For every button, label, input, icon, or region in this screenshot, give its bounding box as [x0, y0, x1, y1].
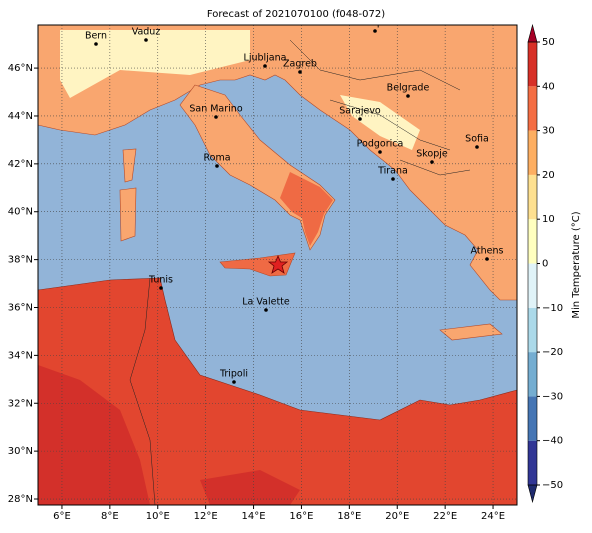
colorbar-band [528, 307, 537, 353]
city-dot [378, 150, 382, 154]
city-label: La Valette [242, 297, 290, 308]
title: Forecast of 2021070100 (f048-072) [207, 9, 385, 20]
y-tick-label: 46°N [8, 63, 33, 74]
colorbar-tick-label: 50 [542, 37, 555, 48]
land-crete [439, 323, 503, 341]
x-tick-label: 22°E [433, 511, 457, 522]
y-tick-label: 32°N [8, 398, 33, 409]
city-label: Athens [471, 246, 504, 257]
colorbar-band [528, 86, 537, 131]
x-tick-label: 20°E [385, 511, 409, 522]
map-frame [37, 24, 518, 506]
colorbar-band [528, 263, 537, 308]
land-italy-hot [280, 172, 333, 246]
city-label: Sarajevo [339, 106, 381, 117]
colorbar-extend-top [527, 23, 538, 43]
city-dot [391, 177, 395, 181]
colorbar-band [528, 42, 537, 87]
city-dot [373, 29, 377, 33]
city-label: Podgorica [357, 139, 404, 150]
x-tick-label: 18°E [337, 511, 361, 522]
land-europe [38, 25, 517, 301]
city-label: Roma [203, 153, 230, 164]
colorbar-tick-label: −40 [542, 436, 563, 447]
land-corsica [122, 148, 137, 183]
colorbar-tick-label: 20 [542, 170, 555, 181]
cool-alps [60, 30, 250, 98]
colorbar-band [528, 174, 537, 220]
city-dot [298, 70, 302, 74]
colorbar-tick-label: −50 [542, 480, 563, 491]
x-tick-label: 12°E [194, 511, 218, 522]
y-tick-label: 42°N [8, 159, 33, 170]
colorbar-band [528, 440, 537, 485]
x-tick-label: 8°E [101, 511, 119, 522]
colorbar-band [528, 352, 537, 397]
city-label: Ljubljana [244, 53, 287, 64]
city-dot [430, 160, 434, 164]
y-tick-label: 30°N [8, 446, 33, 457]
x-tick-label: 16°E [289, 511, 313, 522]
city-label: Budapest [353, 18, 398, 29]
city-dot [159, 286, 163, 290]
colorbar-tick-label: −30 [542, 391, 563, 402]
city-label: Skopje [416, 149, 448, 160]
city-dot [264, 308, 268, 312]
y-tick-label: 34°N [8, 350, 33, 361]
y-tick-label: 38°N [8, 255, 33, 266]
city-dot [144, 38, 148, 42]
colorbar-tick-label: 10 [542, 214, 555, 225]
colorbar-band [528, 130, 537, 175]
city-label: Vaduz [132, 27, 161, 38]
colorbar-tick-label: −10 [542, 303, 563, 314]
land-sardinia [119, 187, 137, 242]
city-dot [475, 145, 479, 149]
city-label: Tirana [377, 166, 408, 177]
y-tick-label: 44°N [8, 111, 33, 122]
city-dot [232, 380, 236, 384]
city-dot [485, 257, 489, 261]
colorbar-tick-label: −20 [542, 347, 563, 358]
city-label: San Marino [189, 104, 242, 115]
city-dot [214, 115, 218, 119]
city-label: Belgrade [387, 83, 430, 94]
x-tick-label: 14°E [242, 511, 266, 522]
city-dot [94, 42, 98, 46]
city-label: Bern [85, 31, 107, 42]
y-tick-label: 28°N [8, 494, 33, 505]
y-tick-label: 36°N [8, 302, 33, 313]
city-label: Tripoli [219, 369, 248, 380]
borders [129, 39, 471, 505]
land-africa-hot [38, 365, 300, 505]
colorbar-tick-label: 0 [542, 259, 548, 270]
city-dot [358, 117, 362, 121]
colorbar-label: Min Temperature (°C) [571, 211, 582, 318]
city-dot [406, 94, 410, 98]
city-dot [215, 164, 219, 168]
colorbar-extend-bottom [527, 484, 538, 504]
city-label: Tunis [148, 275, 173, 286]
x-tick-label: 24°E [481, 511, 505, 522]
colorbar-tick-label: 40 [542, 81, 555, 92]
city-dot [263, 64, 267, 68]
x-tick-label: 10°E [146, 511, 170, 522]
colorbar-tick-label: 30 [542, 126, 555, 137]
x-tick-label: 6°E [53, 511, 71, 522]
colorbar-band [528, 396, 537, 441]
y-tick-label: 40°N [8, 207, 33, 218]
city-label: Sofia [465, 134, 489, 145]
colorbar-band [528, 219, 537, 264]
forecast-location-star [267, 254, 289, 274]
city-label: Zagreb [283, 59, 317, 70]
